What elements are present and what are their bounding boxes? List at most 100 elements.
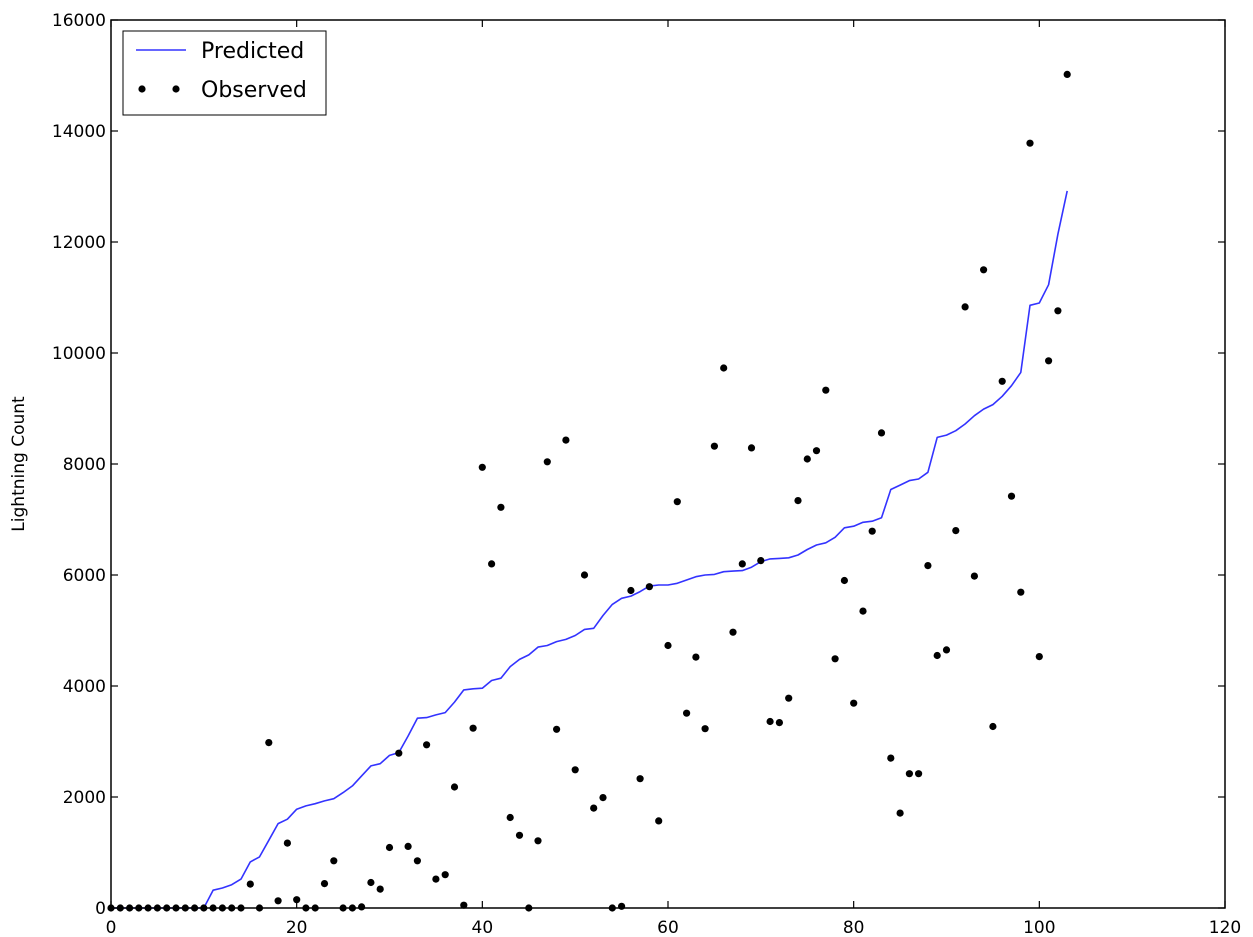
observed-point — [571, 766, 579, 774]
predicted-line — [111, 190, 1068, 909]
observed-point — [274, 897, 282, 905]
observed-point — [952, 527, 960, 535]
observed-point — [376, 885, 384, 893]
observed-point — [729, 628, 737, 636]
observed-point — [1045, 357, 1053, 365]
observed-point — [627, 586, 635, 595]
legend-label-observed: Observed — [201, 78, 307, 103]
y-tick-label: 14000 — [52, 122, 106, 142]
observed-point — [942, 646, 951, 654]
y-tick-label: 12000 — [52, 233, 106, 253]
observed-point — [330, 857, 338, 865]
observed-point — [385, 843, 394, 852]
x-tick-label: 20 — [286, 918, 308, 937]
observed-point — [868, 527, 876, 535]
observed-point — [822, 386, 830, 394]
observed-point — [998, 377, 1006, 385]
observed-point — [450, 783, 459, 791]
observed-point — [506, 813, 514, 822]
observed-point — [961, 303, 969, 311]
observed-point — [701, 725, 709, 733]
observed-point — [488, 560, 496, 568]
observed-point — [766, 717, 774, 726]
observed-point — [989, 722, 997, 731]
observed-point — [775, 719, 784, 727]
observed-point — [645, 583, 654, 591]
observed-point — [580, 571, 589, 579]
y-tick-label: 6000 — [63, 566, 106, 586]
observed-point — [896, 809, 904, 817]
observed-point — [395, 749, 403, 757]
observed-point — [413, 857, 421, 865]
observed-point — [460, 901, 468, 909]
observed-point — [664, 641, 672, 650]
observed-point — [655, 817, 663, 825]
observed-point — [618, 902, 626, 910]
observed-point — [794, 497, 802, 505]
observed-point — [812, 447, 821, 455]
observed-point — [692, 653, 700, 661]
observed-point — [515, 831, 524, 839]
y-tick-label: 16000 — [52, 11, 106, 31]
legend-label-predicted: Predicted — [201, 39, 304, 64]
legend-box — [122, 30, 327, 116]
observed-point — [636, 775, 644, 783]
observed-point — [683, 709, 691, 717]
y-tick-label: 4000 — [63, 677, 106, 697]
observed-point — [469, 724, 477, 732]
observed-point — [599, 794, 607, 802]
observed-point — [320, 880, 329, 888]
observed-point — [747, 444, 756, 452]
observed-point — [441, 871, 449, 879]
y-tick-label: 10000 — [52, 344, 106, 364]
observed-point — [497, 503, 505, 511]
observed-point — [1054, 307, 1062, 315]
x-tick-label: 120 — [1209, 918, 1241, 937]
observed-point — [673, 498, 681, 506]
observed-point — [265, 739, 273, 747]
observed-point — [831, 655, 839, 663]
legend-observed-swatch — [138, 85, 146, 93]
observed-point — [710, 442, 719, 450]
observed-point — [562, 436, 570, 444]
observed-point — [1063, 70, 1071, 78]
observed-point — [803, 455, 811, 463]
observed-point — [970, 572, 979, 580]
axes: 0 20 40 60 80 100 120 0 2000 4000 6000 8000 10000 120… — [52, 11, 1241, 937]
observed-point — [980, 266, 988, 274]
observed-point — [933, 651, 941, 660]
observed-point — [553, 725, 561, 733]
observed-point — [720, 364, 728, 372]
observed-point — [358, 903, 366, 911]
y-tick-label: 0 — [95, 899, 106, 919]
observed-point — [738, 560, 746, 568]
observed-point — [293, 896, 301, 904]
y-axis-label: Lightning Count — [9, 396, 29, 532]
x-tick-label: 100 — [1023, 918, 1055, 937]
observed-point — [924, 562, 932, 570]
plot-area — [107, 70, 1071, 912]
x-tick-label: 60 — [657, 918, 679, 937]
observed-point — [534, 837, 542, 845]
observed-point — [404, 842, 412, 851]
observed-point — [423, 741, 431, 749]
observed-point — [877, 429, 886, 437]
legend: Predicted Observed — [122, 30, 327, 116]
observed-point — [850, 699, 858, 707]
observed-point — [246, 880, 254, 888]
observed-point — [887, 754, 895, 762]
observed-point — [859, 607, 867, 615]
axes-frame — [110, 19, 1226, 909]
x-tick-label: 80 — [843, 918, 865, 937]
observed-point — [543, 458, 551, 466]
legend-observed-swatch — [172, 85, 180, 93]
y-tick-label: 2000 — [63, 788, 106, 808]
observed-point — [478, 463, 486, 471]
observed-point — [283, 839, 291, 847]
observed-point — [1007, 492, 1016, 500]
x-tick-label: 40 — [472, 918, 494, 937]
observed-point — [1035, 653, 1043, 661]
observed-point — [590, 804, 598, 812]
observed-point — [432, 875, 440, 883]
